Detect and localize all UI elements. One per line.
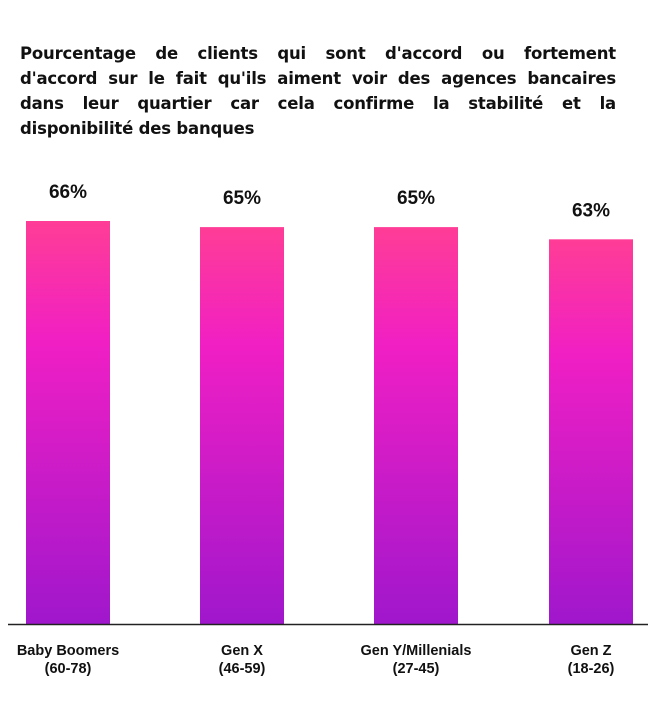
x-tick-label: (60-78) [45,661,92,677]
x-tick-label: Gen Y/Millenials [361,643,472,659]
data-label: 66% [49,182,87,203]
bar [549,239,633,624]
x-tick-label: Gen X [221,643,263,659]
chart-title-line: dans leur quartier car cela confirme la … [20,94,616,113]
x-tick-label: (18-26) [568,661,615,677]
bar [374,227,458,624]
chart-title-line: Pourcentage de clients qui sont d'accord… [20,44,616,63]
chart-title: Pourcentage de clients qui sont d'accord… [20,41,616,141]
data-label: 63% [572,200,610,221]
bar [26,221,110,624]
x-tick-label: Gen Z [570,643,611,659]
data-label: 65% [223,188,261,209]
bar [200,227,284,624]
x-tick-label: Baby Boomers [17,643,119,659]
chart-title-line: d'accord sur le fait qu'ils aiment voir … [20,69,616,88]
x-tick-label: (27-45) [393,661,440,677]
data-label: 65% [397,188,435,209]
chart-title-line: disponibilité des banques [20,119,255,138]
x-tick-label: (46-59) [219,661,266,677]
